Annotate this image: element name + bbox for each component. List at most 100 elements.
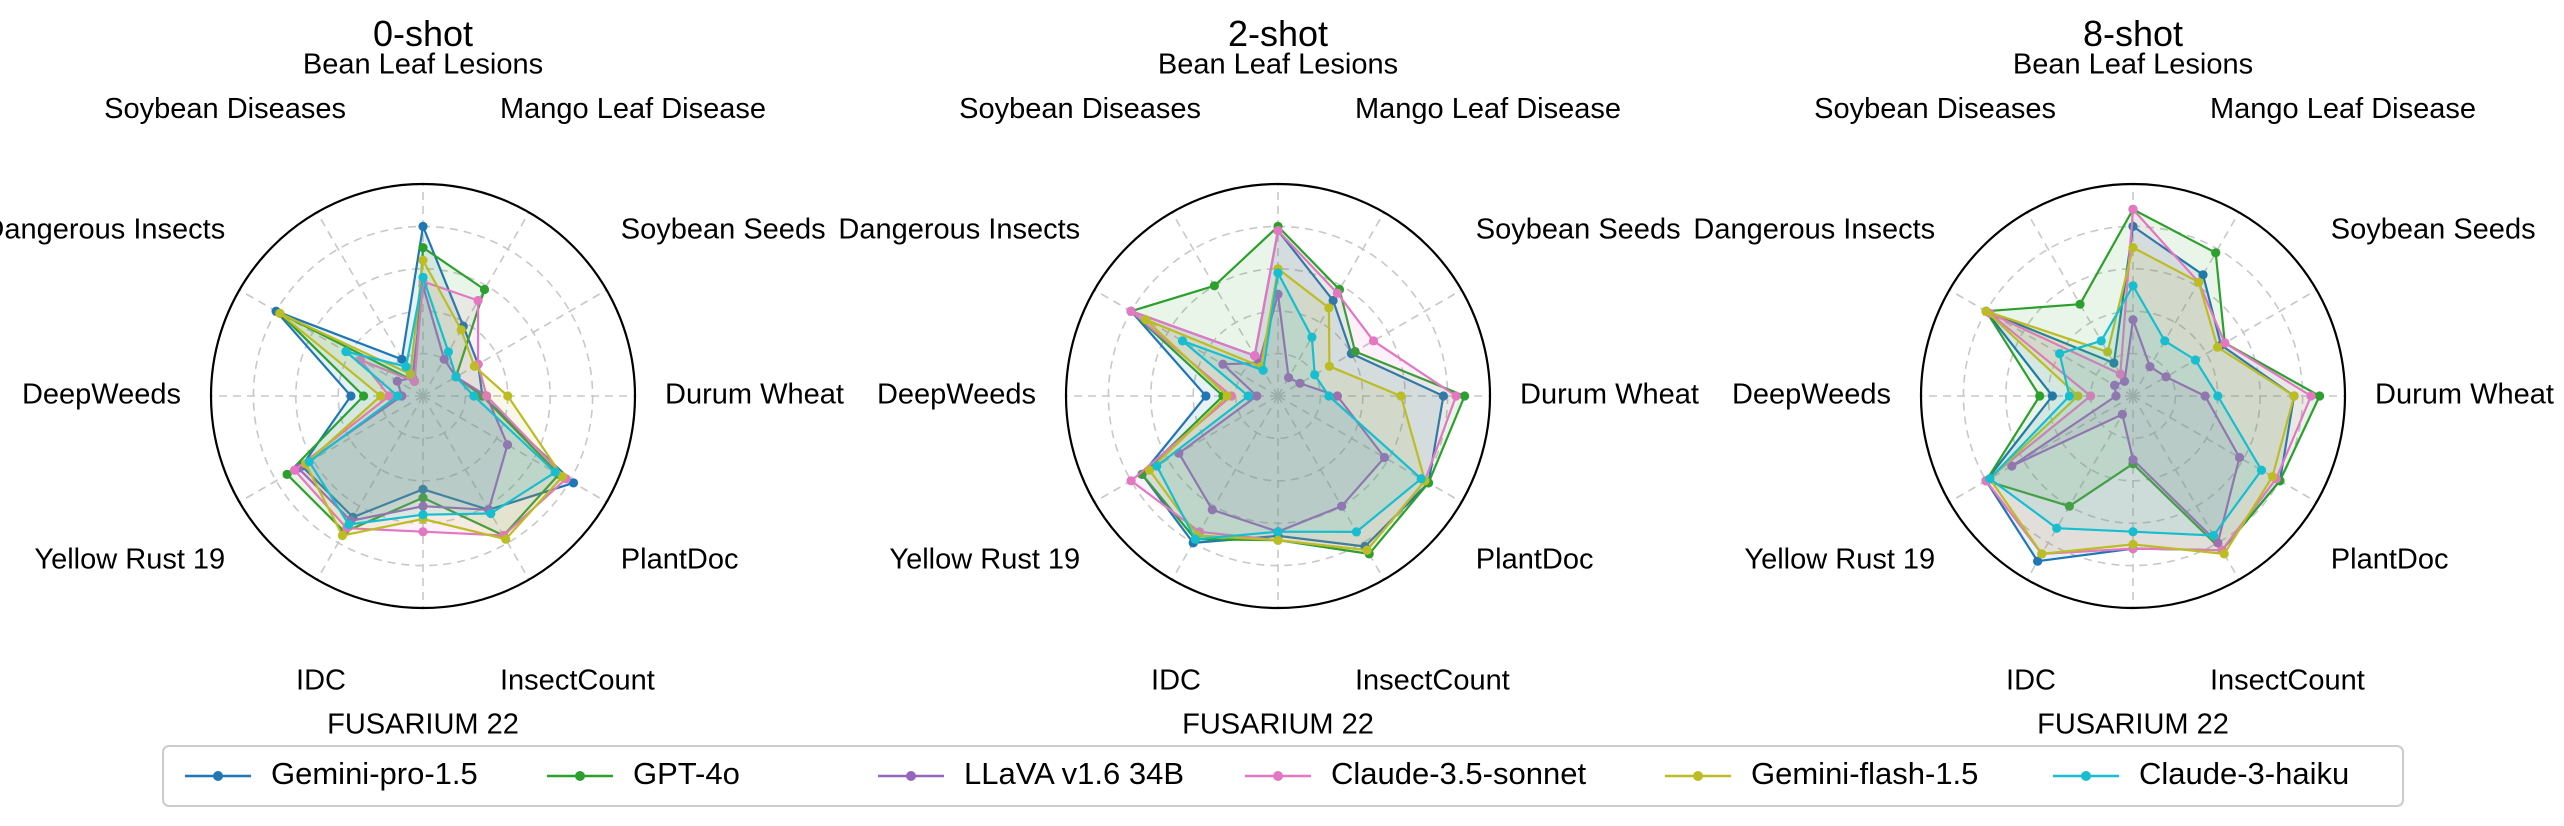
data-point: [501, 534, 511, 544]
data-point: [2110, 380, 2120, 390]
data-point: [2064, 391, 2074, 401]
grid-spoke: [1277, 395, 1385, 580]
data-point: [289, 465, 300, 475]
legend-item-claude-3-5-sonnet: Claude-3.5-sonnet: [1245, 756, 1586, 791]
data-point: [1258, 365, 1268, 375]
data-point: [1207, 505, 1217, 515]
data-point: [482, 391, 492, 401]
data-point: [1337, 501, 1347, 511]
axis-label-yellow-rust-19: Yellow Rust 19: [1744, 544, 1935, 576]
axis-label-mango-leaf-disease: Mango Leaf Disease: [2210, 93, 2476, 125]
data-point: [1209, 281, 1219, 291]
data-point: [486, 508, 496, 519]
data-point: [1981, 306, 1991, 316]
grid-spoke: [1949, 289, 2134, 397]
data-point: [439, 354, 449, 364]
grid-spoke: [2132, 395, 2317, 503]
legend-item-claude-3-haiku: Claude-3-haiku: [2053, 756, 2349, 791]
legend-marker: [1273, 771, 1283, 781]
axis-label-insectcount: InsectCount: [2210, 664, 2365, 696]
axis-label-soybean-diseases: Soybean Diseases: [959, 93, 1201, 125]
data-point: [1273, 226, 1283, 236]
data-point: [469, 361, 479, 371]
legend-marker: [213, 771, 223, 781]
data-point: [2315, 391, 2325, 401]
data-point: [1273, 535, 1283, 545]
axis-label-plantdoc: PlantDoc: [621, 544, 739, 576]
data-point: [2115, 369, 2125, 379]
data-point: [1250, 351, 1260, 361]
axis-label-durum-wheat: Durum Wheat: [665, 379, 844, 411]
axis-label-soybean-diseases: Soybean Diseases: [1814, 93, 2056, 125]
axis-label-plantdoc: PlantDoc: [1476, 544, 1594, 576]
series-claude-3-haiku: [304, 272, 560, 530]
legend-item-llava-v1-6-34b: LLaVA v1.6 34B: [878, 756, 1184, 791]
grid-spoke: [1171, 395, 1279, 580]
axis-label-bean-leaf-lesions: Bean Leaf Lesions: [303, 49, 543, 81]
data-point: [1324, 361, 1334, 371]
data-point: [376, 391, 386, 401]
legend-marker: [575, 771, 585, 781]
data-point: [1328, 295, 1338, 306]
data-point: [1332, 391, 1342, 401]
data-point: [473, 295, 483, 306]
legend-item-gemini-flash-1-5: Gemini-flash-1.5: [1665, 756, 1978, 791]
data-point: [418, 493, 428, 503]
data-point: [275, 308, 285, 318]
data-point: [2213, 538, 2223, 548]
axis-label-deepweeds: DeepWeeds: [1732, 379, 1891, 411]
axis-label-soybean-seeds: Soybean Seeds: [2331, 214, 2536, 246]
data-point: [469, 391, 479, 401]
legend-label: Claude-3.5-sonnet: [1331, 756, 1586, 791]
axis-label-mango-leaf-disease: Mango Leaf Disease: [1355, 93, 1621, 125]
data-point: [2128, 315, 2138, 325]
series-claude-3-haiku: [1152, 268, 1426, 544]
axis-label-yellow-rust-19: Yellow Rust 19: [34, 544, 225, 576]
data-point: [2047, 391, 2057, 401]
axis-label-fusarium-22: FUSARIUM 22: [327, 709, 519, 741]
data-point: [2119, 376, 2130, 386]
data-point: [418, 527, 428, 537]
data-point: [502, 440, 513, 450]
data-point: [409, 376, 420, 386]
data-point: [392, 376, 402, 386]
data-point: [2111, 391, 2121, 401]
data-point: [1438, 391, 1448, 401]
data-point: [2103, 347, 2113, 357]
data-point: [1985, 474, 1995, 484]
data-point: [1190, 534, 1200, 544]
data-point: [1451, 391, 1461, 401]
data-point: [2289, 391, 2299, 401]
legend-marker: [906, 771, 916, 781]
data-point: [2211, 248, 2221, 258]
legend-marker: [2081, 771, 2091, 781]
data-point: [2200, 391, 2210, 401]
data-point: [1310, 370, 1320, 380]
axis-label-idc: IDC: [1151, 664, 1201, 696]
axis-label-plantdoc: PlantDoc: [2331, 544, 2449, 576]
data-point: [2198, 270, 2208, 280]
data-point: [2213, 391, 2223, 401]
axis-label-idc: IDC: [2006, 664, 2056, 696]
series-area: [308, 276, 557, 526]
axis-label-insectcount: InsectCount: [500, 664, 655, 696]
series-claude-3-haiku: [1985, 281, 2267, 541]
data-point: [2128, 539, 2138, 550]
data-point: [2117, 409, 2127, 419]
axis-label-durum-wheat: Durum Wheat: [2375, 379, 2554, 411]
data-point: [1252, 391, 1262, 401]
data-point: [2064, 501, 2074, 511]
data-point: [1201, 391, 1211, 401]
data-point: [2161, 372, 2171, 382]
data-point: [1396, 391, 1406, 401]
data-point: [2128, 527, 2138, 537]
axis-label-dangerous-insects: Dangerous Insects: [838, 214, 1080, 246]
data-point: [1284, 373, 1294, 383]
data-point: [1379, 452, 1390, 463]
data-point: [557, 472, 568, 482]
data-point: [397, 354, 407, 364]
data-point: [418, 243, 428, 253]
